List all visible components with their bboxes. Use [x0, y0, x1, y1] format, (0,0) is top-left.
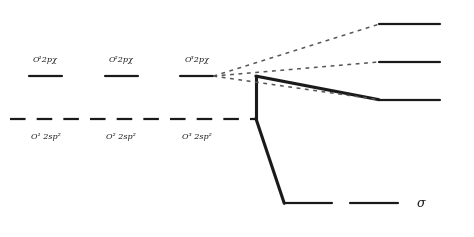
Text: O¹ 2sp²: O¹ 2sp² [31, 133, 61, 141]
Text: σ: σ [417, 197, 425, 210]
Text: O³2pχ: O³2pχ [184, 56, 209, 64]
Text: O² 2sp²: O² 2sp² [106, 133, 136, 141]
Text: O²2pχ: O²2pχ [109, 56, 134, 64]
Text: O³ 2sp²: O³ 2sp² [182, 133, 212, 141]
Text: O¹2pχ: O¹2pχ [33, 56, 58, 64]
